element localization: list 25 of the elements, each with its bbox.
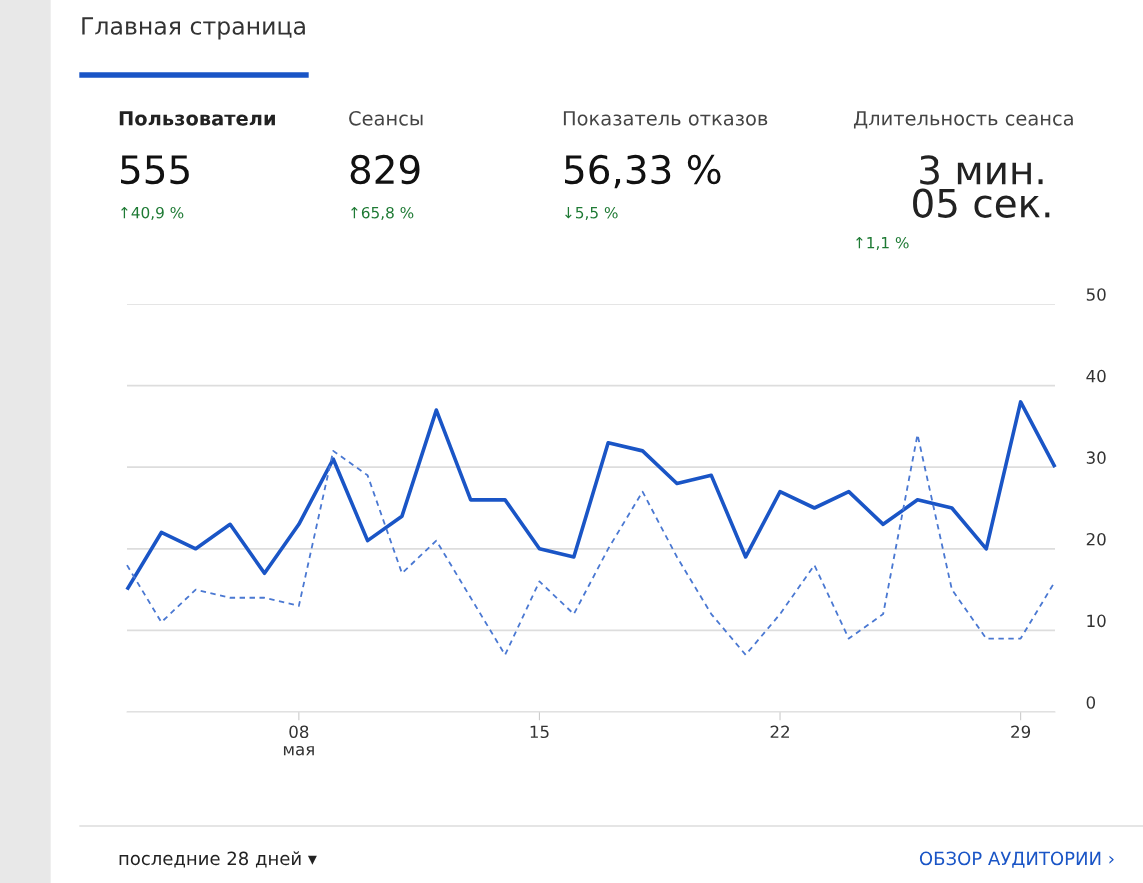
text: Показатель отказов — [563, 111, 768, 126]
text: ↑40,9 % — [121, 206, 184, 220]
text: ↑65,8 % — [351, 206, 414, 220]
text: последние 28 дней ▾ — [119, 851, 317, 868]
x-tick-label: 15 — [530, 725, 549, 739]
text: 829 — [350, 154, 420, 185]
text: ОБЗОР АУДИТОРИИ › — [919, 851, 1114, 868]
y-tick-label: 0 — [1086, 696, 1096, 709]
x-tick-label: 29 — [1011, 725, 1031, 739]
x-tick-label: 08 мая — [283, 725, 314, 756]
text: Длительность сеанса — [853, 111, 1073, 129]
y-tick-label: 40 — [1086, 369, 1106, 383]
text: Пользователи — [119, 111, 275, 126]
y-tick-label: 50 — [1086, 288, 1106, 301]
text: ↑1,1 % — [856, 236, 909, 250]
text: Сеансы — [349, 110, 423, 126]
x-tick-label: 22 — [770, 725, 789, 738]
chart-title: Главная страница — [82, 17, 305, 40]
y-tick-label: 10 — [1087, 614, 1106, 628]
text: ↓5,5 % — [565, 206, 618, 220]
y-tick-label: 30 — [1086, 451, 1106, 464]
y-tick-label: 20 — [1086, 532, 1106, 546]
text: 56,33 % — [565, 154, 721, 189]
text: 3 мин. 05 сек. — [913, 155, 1050, 218]
text: 555 — [121, 155, 189, 185]
